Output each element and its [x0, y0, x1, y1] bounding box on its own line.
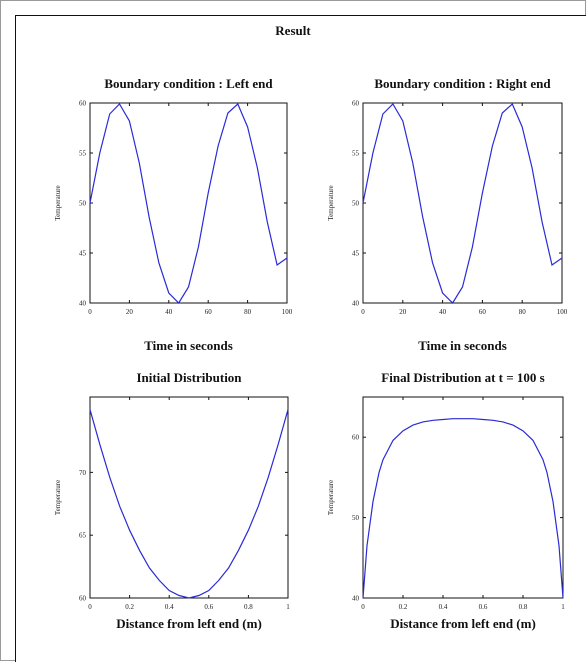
- y-axis-label: Temperature: [54, 480, 62, 515]
- x-tick-label: 1: [561, 603, 565, 611]
- x-tick-label: 0.6: [479, 603, 488, 611]
- x-axis-label: Distance from left end (m): [390, 616, 536, 631]
- y-tick-label: 50: [352, 514, 360, 522]
- y-tick-label: 50: [79, 200, 87, 208]
- subplot-4: Final Distribution at t = 100 s 0 0.2 0.4 0.…: [327, 370, 565, 631]
- y-tick-label: 45: [79, 250, 87, 258]
- x-tick-label: 20: [399, 308, 407, 316]
- x-tick-label: 0.8: [244, 603, 253, 611]
- subplot-title: Final Distribution at t = 100 s: [381, 370, 544, 385]
- x-tick-label: 0.4: [439, 603, 448, 611]
- y-tick-label: 40: [352, 595, 360, 603]
- subplot-title: Boundary condition : Right end: [374, 76, 551, 91]
- subplot-2: Boundary condition : Right end 0 20 40 60 80 1…: [327, 76, 568, 353]
- x-tick-label: 1: [286, 603, 290, 611]
- figure-window: [15, 15, 586, 662]
- y-tick-label: 45: [352, 250, 360, 258]
- x-axis-label: Time in seconds: [418, 338, 507, 353]
- x-axis-label: Time in seconds: [144, 338, 233, 353]
- figure-title: Result: [275, 23, 311, 38]
- plot-box: [362, 396, 564, 599]
- x-tick-label: 0.8: [519, 603, 528, 611]
- x-tick-label: 60: [479, 308, 487, 316]
- y-tick-label: 40: [352, 300, 360, 308]
- y-axis-label: Temperature: [327, 480, 335, 515]
- x-axis-label: Distance from left end (m): [116, 616, 262, 631]
- y-axis-label: Temperature: [54, 185, 62, 220]
- plot-box: [89, 396, 289, 599]
- series-line-1: [89, 409, 289, 599]
- series-line-1: [362, 418, 564, 599]
- x-tick-label: 40: [165, 308, 173, 316]
- x-tick-label: 20: [126, 308, 134, 316]
- x-tick-label: 0.6: [204, 603, 213, 611]
- x-tick-label: 0: [361, 308, 365, 316]
- y-tick-label: 60: [79, 595, 87, 603]
- y-tick-label: 40: [79, 300, 87, 308]
- x-tick-label: 0.2: [399, 603, 408, 611]
- y-tick-label: 55: [79, 150, 87, 158]
- x-tick-label: 0.2: [125, 603, 134, 611]
- x-tick-label: 80: [519, 308, 527, 316]
- subplot-title: Boundary condition : Left end: [104, 76, 273, 91]
- y-axis-label: Temperature: [327, 185, 335, 220]
- series-line-1: [362, 102, 563, 304]
- x-tick-label: 40: [439, 308, 447, 316]
- x-tick-label: 0: [361, 603, 365, 611]
- subplot-1: Boundary condition : Left end 0 20 40 60 80 10…: [54, 76, 293, 353]
- x-tick-label: 0.4: [165, 603, 174, 611]
- y-tick-label: 60: [352, 100, 360, 108]
- plot-box: [362, 102, 563, 304]
- plot-box: [89, 102, 288, 304]
- subplot-3: Initial Distribution 0 0.2 0.4 0.6 0.8 1 60 65 70…: [54, 370, 290, 631]
- x-tick-label: 100: [282, 308, 293, 316]
- x-tick-label: 0: [88, 603, 92, 611]
- x-tick-label: 0: [88, 308, 92, 316]
- y-tick-label: 65: [79, 532, 87, 540]
- series-line-1: [89, 102, 288, 304]
- x-tick-label: 60: [205, 308, 213, 316]
- x-tick-label: 100: [557, 308, 568, 316]
- y-tick-label: 50: [352, 200, 360, 208]
- y-tick-label: 60: [352, 434, 360, 442]
- y-tick-label: 70: [79, 469, 87, 477]
- subplot-title: Initial Distribution: [136, 370, 242, 385]
- x-tick-label: 80: [244, 308, 252, 316]
- y-tick-label: 55: [352, 150, 360, 158]
- y-tick-label: 60: [79, 100, 87, 108]
